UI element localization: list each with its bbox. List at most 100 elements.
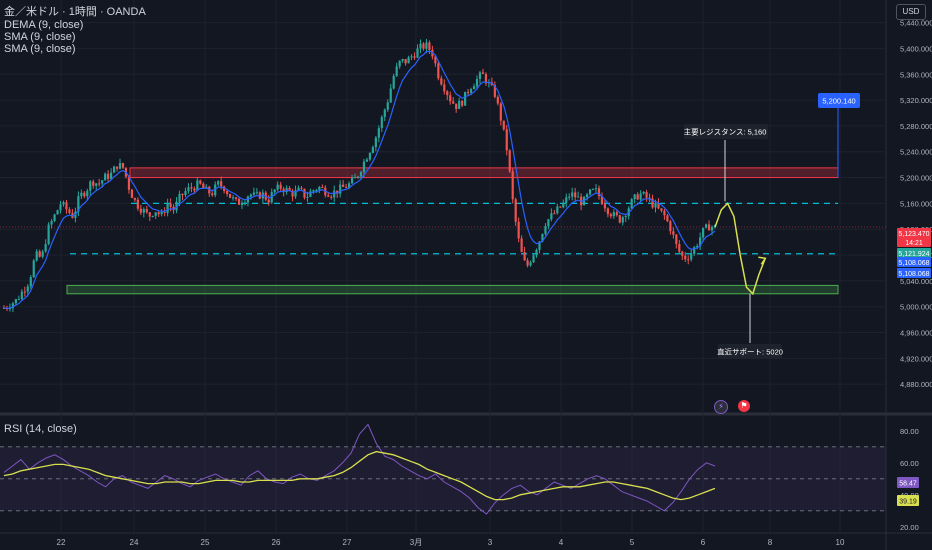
lightning-icon[interactable]: ⚡: [714, 400, 728, 414]
indicator-label-sma-1[interactable]: SMA (9, close): [4, 31, 76, 43]
candle-body: [395, 66, 398, 76]
candle-body: [544, 226, 547, 234]
candle-body: [92, 181, 95, 186]
candle-body: [559, 206, 562, 208]
candle-body: [475, 78, 479, 87]
symbol-title: 金／米ドル · 1時間 · OANDA: [4, 6, 146, 18]
currency-button[interactable]: USD: [896, 4, 926, 20]
candle-body: [127, 176, 131, 190]
candle-body: [392, 75, 395, 89]
candle-body: [178, 193, 181, 202]
rsi-axis-badge-text: 39.19: [899, 499, 917, 506]
y-tick-label: 5,280.000: [900, 122, 932, 131]
candle-body: [294, 190, 297, 197]
candle-body: [452, 101, 455, 104]
candle-body: [496, 96, 499, 104]
price-axis-badge-text: 5,108.068: [898, 271, 929, 278]
candle-body: [258, 192, 261, 199]
candle-body: [413, 56, 416, 58]
candle-body: [639, 193, 642, 200]
projection-arrowhead: [758, 256, 767, 265]
candle-body: [678, 244, 681, 252]
candle-body: [707, 224, 711, 231]
candle-body: [240, 204, 244, 206]
y-tick-label: 5,400.000: [900, 44, 932, 53]
candle-body: [660, 208, 663, 211]
flag-icon[interactable]: ⚑: [738, 400, 750, 412]
candle-body: [121, 163, 125, 168]
resistance-label: 主要レジスタンス: 5,160: [684, 127, 767, 137]
candle-body: [211, 193, 214, 196]
candle-body: [83, 192, 86, 197]
rsi-axis-badge-text: 58.47: [899, 481, 917, 488]
candle-body: [568, 196, 571, 198]
y-tick-label: 5,160.000: [900, 199, 932, 208]
candle-body: [196, 180, 199, 191]
candle-body: [588, 189, 592, 195]
candle-body: [89, 181, 92, 191]
candle-body: [23, 291, 26, 293]
candle-body: [529, 262, 532, 266]
candle-body: [651, 198, 654, 208]
candle-body: [541, 233, 544, 242]
candle-body: [508, 150, 511, 172]
candle-body: [696, 246, 699, 248]
candle-body: [645, 192, 648, 198]
candle-body: [29, 277, 32, 287]
candle-body: [565, 197, 568, 203]
x-tick-label: 26: [272, 538, 281, 547]
candle-body: [675, 234, 678, 245]
candle-body: [663, 210, 666, 216]
candle-body: [270, 192, 273, 203]
candle-body: [425, 42, 428, 49]
candle-body: [449, 95, 452, 102]
candle-body: [184, 191, 187, 196]
candle-body: [234, 197, 238, 199]
candle-body: [80, 192, 83, 197]
y-tick-label: 4,920.000: [900, 354, 932, 363]
candle-body: [615, 212, 618, 216]
candle-body: [109, 172, 113, 179]
candle-body: [704, 224, 708, 228]
candle-body: [139, 208, 142, 213]
x-tick-label: 5: [630, 538, 635, 547]
candle-body: [502, 120, 505, 130]
candle-body: [86, 190, 89, 197]
rsi-title[interactable]: RSI (14, close): [4, 423, 77, 435]
price-axis-badge-text: 5,108.068: [898, 260, 929, 267]
y-tick-label: 5,000.000: [900, 303, 932, 312]
candle-body: [535, 249, 538, 256]
x-tick-label: 4: [559, 538, 564, 547]
candle-body: [130, 189, 134, 199]
candle-body: [585, 194, 589, 198]
candle-body: [505, 129, 508, 151]
candle-body: [630, 199, 633, 209]
candle-body: [437, 63, 440, 79]
candle-body: [389, 88, 392, 103]
x-tick-label: 6: [701, 538, 706, 547]
rsi-y-tick-label: 60.00: [900, 459, 919, 468]
dema-line: [3, 50, 716, 309]
candle-body: [342, 184, 345, 187]
candle-body: [550, 213, 553, 220]
x-tick-label: 3: [488, 538, 493, 547]
candle-body: [666, 215, 669, 222]
candle-body: [77, 196, 80, 212]
candle-body: [187, 187, 190, 192]
resistance-zone: [129, 167, 839, 179]
candle-body: [466, 91, 470, 93]
indicator-label-dema[interactable]: DEMA (9, close): [4, 19, 84, 31]
candle-body: [603, 204, 607, 209]
indicator-label-sma-2[interactable]: SMA (9, close): [4, 43, 76, 55]
candle-body: [312, 190, 315, 192]
candle-body: [104, 173, 107, 181]
candle-body: [594, 188, 598, 190]
support-label: 直近サポート: 5020: [717, 347, 783, 357]
y-tick-label: 4,880.000: [900, 380, 932, 389]
y-tick-label: 5,040.000: [900, 277, 932, 286]
candle-body: [356, 176, 360, 178]
candle-body: [249, 194, 253, 197]
candle-body: [407, 57, 410, 64]
